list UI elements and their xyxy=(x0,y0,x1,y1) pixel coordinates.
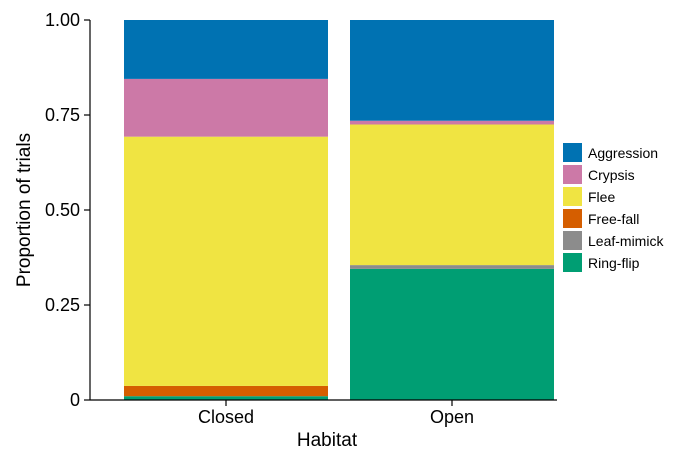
x-axis-title: Habitat xyxy=(297,430,358,451)
bar-segment-closed-aggression xyxy=(124,20,328,79)
y-tick-label: 1.00 xyxy=(45,10,80,30)
y-tick-label: 0.75 xyxy=(45,105,80,125)
x-ticks-group: Closed Open xyxy=(198,400,474,427)
bar-segment-open-ring-flip xyxy=(350,269,554,400)
legend-swatch-free-fall xyxy=(563,209,582,228)
y-tick-label: 0.25 xyxy=(45,295,80,315)
bar-segment-closed-crypsis xyxy=(124,79,328,137)
bar-segment-open-flee xyxy=(350,125,554,266)
bar-segment-open-aggression xyxy=(350,20,554,121)
y-tick-label: 0.50 xyxy=(45,200,80,220)
bar-segment-closed-flee xyxy=(124,137,328,386)
legend-label-aggression: Aggression xyxy=(588,145,658,161)
y-tick-label: 0 xyxy=(70,390,80,410)
legend-label-leaf-mimick: Leaf-mimick xyxy=(588,233,664,249)
legend-swatch-flee xyxy=(563,187,582,206)
legend-swatch-leaf-mimick xyxy=(563,231,582,250)
bar-segment-open-crypsis xyxy=(350,121,554,125)
legend: Aggression Crypsis Flee Free-fall Leaf-mimic… xyxy=(563,143,664,272)
legend-label-free-fall: Free-fall xyxy=(588,211,639,227)
x-tick-label-open: Open xyxy=(430,407,474,427)
bars-group xyxy=(124,20,554,400)
legend-swatch-aggression xyxy=(563,143,582,162)
legend-swatch-crypsis xyxy=(563,165,582,184)
y-axis-title: Proportion of trials xyxy=(14,133,35,287)
x-tick-label-closed: Closed xyxy=(198,407,254,427)
legend-label-flee: Flee xyxy=(588,189,615,205)
legend-swatch-ring-flip xyxy=(563,253,582,272)
legend-label-crypsis: Crypsis xyxy=(588,167,635,183)
legend-label-ring-flip: Ring-flip xyxy=(588,255,640,271)
y-ticks-group: 0 0.25 0.50 0.75 1.00 xyxy=(45,10,90,410)
bar-segment-open-leaf-mimick xyxy=(350,265,554,269)
bar-segment-closed-free-fall xyxy=(124,386,328,396)
